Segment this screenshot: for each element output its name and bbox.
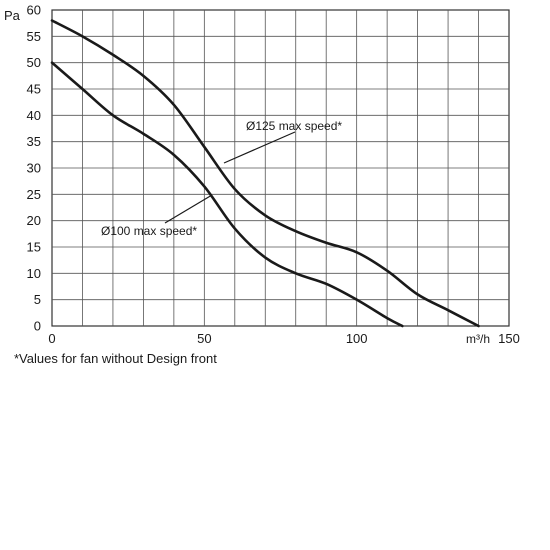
y-tick-label: 40 — [27, 108, 41, 123]
y-tick-label: 55 — [27, 29, 41, 44]
series-line-125 — [50, 19, 480, 328]
x-tick-labels: 0 50 100 150 — [48, 331, 519, 346]
series-lines — [50, 19, 480, 328]
y-tick-label: 50 — [27, 55, 41, 70]
y-tick-label: 0 — [34, 319, 41, 334]
y-tick-label: 30 — [27, 161, 41, 176]
y-tick-label: 35 — [27, 134, 41, 149]
series-label-100-text: Ø100 max speed* — [101, 224, 197, 238]
y-tick-label: 25 — [27, 187, 41, 202]
y-tick-labels: 0 5 10 15 20 25 30 35 40 45 50 55 60 — [27, 3, 41, 334]
x-tick-label: 100 — [346, 331, 368, 346]
x-tick-label: 50 — [197, 331, 211, 346]
x-tick-label: 0 — [48, 331, 55, 346]
series-label-125: Ø125 max speed* — [223, 119, 342, 164]
x-axis-label: m³/h — [466, 332, 490, 346]
y-tick-label: 15 — [27, 240, 41, 255]
grid-lines — [52, 10, 509, 326]
y-tick-label: 20 — [27, 213, 41, 228]
y-tick-label: 10 — [27, 266, 41, 281]
series-label-125-text: Ø125 max speed* — [246, 119, 342, 133]
y-tick-label: 45 — [27, 82, 41, 97]
y-tick-label: 5 — [34, 292, 41, 307]
leader-line-125 — [223, 131, 296, 164]
leader-line-100 — [164, 194, 213, 224]
series-line-100 — [50, 61, 404, 328]
x-tick-label: 150 — [498, 331, 520, 346]
y-tick-label: 60 — [27, 3, 41, 18]
y-axis-label: Pa — [4, 8, 21, 23]
footnote: *Values for fan without Design front — [14, 351, 217, 366]
series-label-100: Ø100 max speed* — [101, 194, 213, 238]
